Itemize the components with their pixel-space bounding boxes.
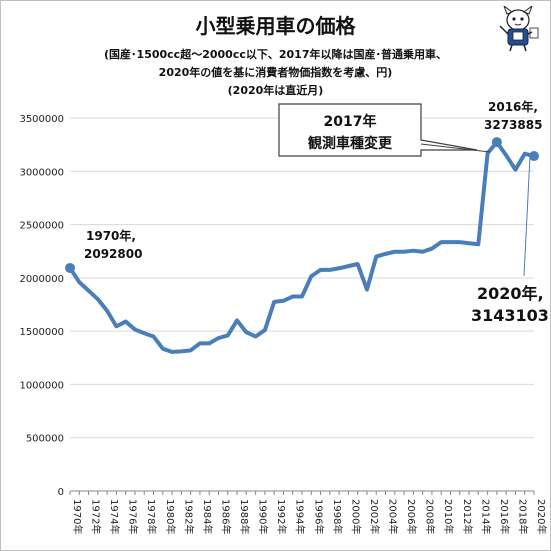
- callout-text-line-1: 2017年: [324, 113, 377, 130]
- x-tick-label: 2008年: [424, 499, 437, 534]
- x-tick-label: 1990年: [257, 499, 270, 534]
- x-tick-label: 2014年: [479, 499, 492, 534]
- x-tick-label: 2020年: [535, 499, 548, 534]
- x-tick-label: 1974年: [108, 499, 121, 534]
- data-label-2020-year: 2020年,: [477, 284, 544, 303]
- x-tick-label: 2016年: [498, 499, 511, 534]
- data-label-2016-year: 2016年,: [488, 99, 538, 114]
- y-tick-label: 2000000: [19, 274, 64, 285]
- y-tick-label: 3500000: [19, 114, 64, 125]
- x-tick-label: 1982年: [182, 499, 195, 534]
- y-axis: 0 500000 1000000 1500000 2000000 2500000 30000…: [19, 114, 64, 498]
- callout-box: [278, 103, 478, 157]
- data-point-1970: [65, 262, 75, 273]
- series: [65, 137, 539, 354]
- x-tick-label: 1986年: [219, 499, 232, 534]
- y-tick-label: 2500000: [19, 221, 64, 232]
- callout-leader: [420, 143, 491, 153]
- x-tick-label: 2002年: [368, 499, 381, 534]
- chart-subtitle-line-2: 2020年の値を基に消費者物価指数を考慮、円): [158, 66, 393, 79]
- x-tick-label: 1992年: [275, 499, 288, 534]
- chart-title: 小型乗用車の価格: [195, 14, 356, 38]
- x-tick-label: 1984年: [201, 499, 214, 534]
- data-label-1970-value: 2092800: [84, 247, 142, 261]
- x-tick-label: 1980年: [164, 499, 177, 534]
- data-point-2016: [491, 137, 502, 148]
- data-label-1970-year: 1970年,: [86, 228, 136, 243]
- y-tick-label: 500000: [26, 434, 64, 445]
- x-tick-label: 1998年: [331, 499, 344, 534]
- x-tick-label: 2018年: [516, 499, 529, 534]
- y-tick-label: 3000000: [19, 167, 64, 178]
- x-tick-label: 1996年: [312, 499, 325, 534]
- x-tick-label: 1972年: [90, 499, 103, 534]
- x-tick-label: 2000年: [349, 499, 362, 534]
- y-tick-label: 1000000: [19, 380, 64, 391]
- x-tick-label: 1970年: [71, 499, 84, 534]
- x-tick-label: 1976年: [127, 499, 140, 534]
- chart-subtitle-line-3: (2020年は直近月): [227, 84, 324, 97]
- x-axis: 1970年 1972年 1974年 1976年 1978年 1980年 1982年 1984年…: [69, 491, 548, 534]
- x-tick-label: 1988年: [238, 499, 251, 534]
- callout-text-line-2: 観測車種変更: [308, 135, 393, 152]
- x-tick-label: 2012年: [461, 499, 474, 534]
- data-label-2020-leader: [523, 155, 531, 277]
- series-line: [68, 140, 536, 354]
- x-tick-label: 1978年: [145, 499, 158, 534]
- data-label-2020-value: 3143103: [471, 306, 549, 325]
- y-tick-label: 0: [58, 487, 64, 498]
- data-point-2020: [529, 151, 539, 162]
- x-tick-label: 2006年: [405, 499, 418, 534]
- chart-subtitle-line-1: (国産･1500cc超～2000cc以下、2017年以降は国産･普通乗用車、: [104, 48, 447, 61]
- x-tick-label: 1994年: [294, 499, 307, 534]
- mascot-logo: [499, 6, 539, 52]
- x-tick-label: 2010年: [442, 499, 455, 534]
- x-tick-label: 2004年: [387, 499, 400, 534]
- data-label-2016-value: 3273885: [484, 118, 542, 132]
- y-tick-label: 1500000: [19, 327, 64, 338]
- gridlines: [70, 117, 534, 492]
